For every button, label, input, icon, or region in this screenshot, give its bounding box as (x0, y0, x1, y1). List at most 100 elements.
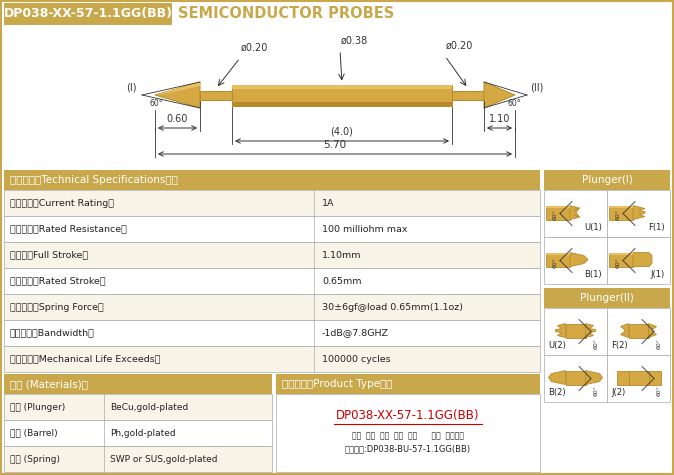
Bar (544, 170, 670, 190)
Bar (4, 420, 272, 446)
Polygon shape (633, 253, 652, 266)
Polygon shape (633, 206, 645, 219)
Text: 100000 cycles: 100000 cycles (322, 354, 391, 363)
Text: 0.60: 0.60 (166, 114, 188, 124)
Text: 60°: 60° (553, 209, 557, 220)
Polygon shape (617, 370, 628, 385)
Text: Ph,gold-plated: Ph,gold-plated (110, 428, 176, 437)
Polygon shape (586, 370, 603, 385)
Polygon shape (555, 323, 565, 338)
Polygon shape (155, 82, 200, 95)
Polygon shape (609, 253, 633, 255)
Text: 额定电阻（Rated Resistance）: 额定电阻（Rated Resistance） (10, 225, 127, 234)
Polygon shape (570, 253, 588, 266)
Text: 60°: 60° (594, 386, 599, 396)
Bar (4, 216, 540, 242)
Bar (4, 190, 540, 216)
Text: SEMICONDUCTOR PROBES: SEMICONDUCTOR PROBES (178, 7, 394, 21)
Bar (200, 91, 232, 99)
Bar (276, 394, 540, 472)
Text: 60°: 60° (615, 209, 621, 220)
Text: 60°: 60° (656, 386, 661, 396)
Text: 材质 (Materials)：: 材质 (Materials)： (10, 379, 88, 389)
Text: 技术要求（Technical Specifications）：: 技术要求（Technical Specifications）： (10, 175, 178, 185)
Bar (276, 374, 540, 394)
Text: U(2): U(2) (548, 341, 566, 350)
Bar (4, 346, 540, 372)
Polygon shape (628, 370, 648, 385)
Bar (544, 190, 607, 237)
Polygon shape (546, 206, 570, 208)
Text: 60°: 60° (594, 339, 599, 350)
Polygon shape (628, 323, 648, 338)
Text: U(1): U(1) (584, 223, 602, 232)
Text: 成品型号（Product Type）：: 成品型号（Product Type）： (282, 379, 392, 389)
Text: F(2): F(2) (611, 341, 627, 350)
Text: 频率带宽（Bandwidth）: 频率带宽（Bandwidth） (10, 329, 95, 338)
Text: 60°: 60° (150, 99, 164, 108)
Polygon shape (565, 323, 586, 338)
Bar (4, 294, 540, 320)
Text: 额定行程（Rated Stroke）: 额定行程（Rated Stroke） (10, 276, 106, 285)
Text: 针头 (Plunger): 针头 (Plunger) (10, 402, 65, 411)
Polygon shape (546, 206, 570, 219)
Text: 针管 (Barrel): 针管 (Barrel) (10, 428, 57, 437)
Bar (232, 102, 452, 105)
Text: 0.65mm: 0.65mm (322, 276, 361, 285)
Text: 60°: 60° (553, 256, 557, 267)
Bar (607, 190, 670, 237)
Polygon shape (609, 253, 633, 266)
Bar (544, 355, 607, 402)
Polygon shape (609, 206, 633, 219)
Text: -1dB@7.8GHZ: -1dB@7.8GHZ (322, 329, 389, 338)
Polygon shape (565, 370, 586, 385)
Text: 弹簧 (Spring): 弹簧 (Spring) (10, 455, 60, 464)
Text: 60°: 60° (656, 339, 661, 350)
Polygon shape (546, 253, 570, 266)
Bar (4, 268, 540, 294)
Bar (4, 242, 540, 268)
Text: 系列  规格  头型  总长  弹力      镀金  针头材质: 系列 规格 头型 总长 弹力 镀金 针头材质 (352, 431, 464, 440)
Polygon shape (484, 82, 515, 108)
Text: (4.0): (4.0) (330, 127, 353, 137)
Text: ø0.38: ø0.38 (341, 36, 368, 46)
Polygon shape (609, 206, 633, 208)
Bar (607, 355, 670, 402)
Text: 满行程（Full Stroke）: 满行程（Full Stroke） (10, 250, 88, 259)
Bar (544, 288, 670, 308)
Text: 1.10: 1.10 (489, 114, 510, 124)
Text: BeCu,gold-plated: BeCu,gold-plated (110, 402, 188, 411)
Polygon shape (648, 370, 661, 385)
Text: ø0.20: ø0.20 (241, 43, 268, 53)
Text: DP038-XX-57-1.1GG(BB): DP038-XX-57-1.1GG(BB) (3, 8, 173, 20)
Polygon shape (546, 253, 570, 255)
Text: 60°: 60° (615, 256, 621, 267)
Polygon shape (648, 323, 656, 338)
Bar (4, 446, 272, 472)
Text: SWP or SUS,gold-plated: SWP or SUS,gold-plated (110, 455, 218, 464)
Text: 60°: 60° (508, 99, 522, 108)
Bar (607, 237, 670, 284)
Bar (232, 85, 452, 88)
Bar (607, 308, 670, 355)
Text: B(2): B(2) (548, 388, 565, 397)
Text: 订购举例:DP038-BU-57-1.1GG(BB): 订购举例:DP038-BU-57-1.1GG(BB) (345, 445, 471, 454)
Text: DP038-XX-57-1.1GG(BB): DP038-XX-57-1.1GG(BB) (336, 409, 480, 422)
Text: 5.70: 5.70 (324, 140, 346, 150)
Bar (4, 320, 540, 346)
Polygon shape (570, 206, 580, 219)
Bar (544, 308, 607, 355)
Text: ø0.20: ø0.20 (446, 41, 473, 51)
Text: 额定电流（Current Rating）: 额定电流（Current Rating） (10, 199, 114, 208)
Polygon shape (621, 323, 628, 338)
Polygon shape (586, 323, 596, 338)
Text: 1.10mm: 1.10mm (322, 250, 361, 259)
Bar (4, 374, 272, 394)
Text: 测试寿命（Mechanical Life Exceeds）: 测试寿命（Mechanical Life Exceeds） (10, 354, 160, 363)
Text: 1A: 1A (322, 199, 334, 208)
Bar (4, 170, 540, 190)
Polygon shape (549, 370, 565, 385)
Bar (452, 91, 484, 99)
Text: (II): (II) (530, 82, 543, 92)
Text: J(1): J(1) (651, 270, 665, 279)
